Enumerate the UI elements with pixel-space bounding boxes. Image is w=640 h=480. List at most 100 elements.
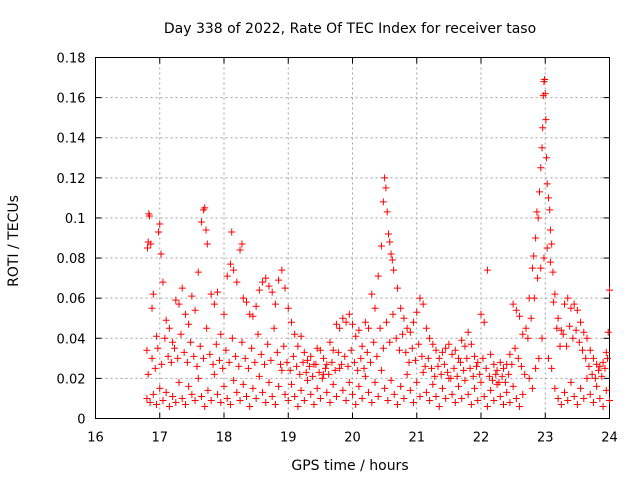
data-point: [383, 318, 391, 326]
data-point: [467, 340, 475, 348]
data-point: [599, 358, 607, 366]
data-point: [339, 386, 347, 394]
data-point: [572, 326, 580, 334]
data-point: [410, 318, 418, 326]
data-point: [143, 346, 151, 354]
data-point: [538, 334, 546, 342]
data-point: [564, 294, 572, 302]
data-point: [437, 370, 445, 378]
data-point: [569, 334, 577, 342]
data-point: [277, 360, 285, 368]
data-point: [405, 358, 413, 366]
data-point: [406, 328, 414, 336]
data-point: [527, 314, 535, 322]
data-point: [422, 324, 430, 332]
data-point: [312, 360, 320, 368]
data-point: [422, 388, 430, 396]
data-point: [480, 318, 488, 326]
data-point: [316, 346, 324, 354]
data-point: [175, 378, 183, 386]
data-point: [342, 396, 350, 404]
data-point: [450, 364, 458, 372]
data-point: [381, 384, 389, 392]
data-point: [477, 378, 485, 386]
data-point: [248, 344, 256, 352]
data-point: [239, 294, 247, 302]
data-point: [271, 300, 279, 308]
data-point: [403, 370, 411, 378]
data-point: [289, 352, 297, 360]
data-point: [210, 370, 218, 378]
data-point: [514, 354, 522, 362]
data-point: [386, 338, 394, 346]
data-point: [171, 344, 179, 352]
data-point: [428, 364, 436, 372]
data-point: [307, 352, 315, 360]
data-point: [287, 380, 295, 388]
data-point: [373, 352, 381, 360]
data-point: [411, 356, 419, 364]
data-point: [519, 390, 527, 398]
data-point: [239, 380, 247, 388]
data-point: [589, 398, 597, 406]
data-point: [355, 326, 363, 334]
data-point: [418, 352, 426, 360]
data-point: [403, 324, 411, 332]
data-point: [395, 346, 403, 354]
chart-title: Day 338 of 2022, Rate Of TEC Index for r…: [164, 21, 536, 37]
data-point: [413, 308, 421, 316]
data-point: [533, 208, 541, 216]
data-point: [368, 290, 376, 298]
data-point: [257, 350, 265, 358]
data-point: [541, 76, 549, 84]
y-tick-label: 0.14: [57, 132, 86, 147]
y-tick-label: 0.04: [57, 332, 86, 347]
data-point: [360, 364, 368, 372]
data-point: [544, 354, 552, 362]
data-point: [210, 300, 218, 308]
data-point: [144, 244, 152, 252]
data-point: [230, 376, 238, 384]
data-point: [548, 240, 556, 248]
data-point: [191, 396, 199, 404]
data-point: [490, 360, 498, 368]
data-point: [599, 402, 607, 410]
data-point: [255, 286, 263, 294]
data-point: [562, 342, 570, 350]
data-point: [448, 350, 456, 358]
data-point: [207, 396, 215, 404]
data-point: [557, 326, 565, 334]
data-point: [392, 334, 400, 342]
data-point: [506, 398, 514, 406]
data-point: [149, 390, 157, 398]
data-point: [264, 340, 272, 348]
data-point: [185, 320, 193, 328]
x-tick-label: 18: [216, 431, 233, 446]
data-point: [419, 368, 427, 376]
data-point: [291, 392, 299, 400]
data-point: [580, 328, 588, 336]
data-point: [361, 372, 369, 380]
data-point: [579, 346, 587, 354]
data-point: [424, 354, 432, 362]
data-point: [479, 354, 487, 362]
data-point: [147, 240, 155, 248]
data-point: [175, 300, 183, 308]
data-point: [181, 400, 189, 408]
data-point: [482, 364, 490, 372]
data-point: [606, 286, 613, 294]
data-point: [400, 394, 408, 402]
data-point: [532, 234, 540, 242]
data-point: [325, 370, 333, 378]
data-point: [464, 328, 472, 336]
data-point: [399, 330, 407, 338]
data-point: [387, 376, 395, 384]
data-point: [190, 352, 198, 360]
data-point: [467, 400, 475, 408]
data-point: [328, 358, 336, 366]
data-point: [604, 328, 612, 336]
data-point: [203, 324, 211, 332]
data-point: [187, 338, 195, 346]
data-point: [273, 348, 281, 356]
data-point: [371, 378, 379, 386]
